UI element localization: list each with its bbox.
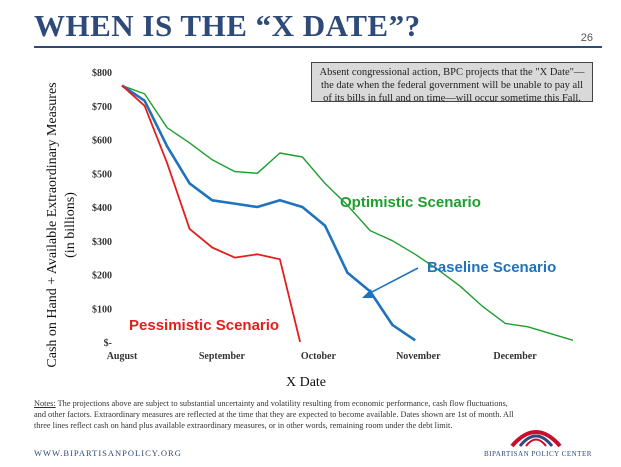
y-tick-label: $700 <box>92 102 112 113</box>
slide-title: WHEN IS THE “X DATE”? <box>34 8 421 43</box>
x-tick-label: December <box>493 351 537 362</box>
x-axis-ticks: August September October November December <box>107 351 538 362</box>
website-link[interactable]: WWW.BIPARTISANPOLICY.ORG <box>34 448 182 458</box>
y-axis-label-line2: (in billions) <box>63 192 78 258</box>
y-tick-label: $300 <box>92 237 112 248</box>
series-label-baseline: Baseline Scenario <box>427 259 556 276</box>
y-tick-label: $600 <box>92 136 112 147</box>
notes-label: Notes: <box>34 399 56 408</box>
y-tick-label: $800 <box>92 68 112 79</box>
x-tick-label: October <box>301 351 337 362</box>
title-divider <box>34 46 602 48</box>
baseline-arrow <box>362 267 419 298</box>
page-number: 26 <box>580 32 593 44</box>
series-line-pessimistic <box>121 84 301 343</box>
series-lines <box>121 84 574 343</box>
x-tick-label: September <box>199 351 246 362</box>
notes-text: The projections above are subject to sub… <box>34 399 514 430</box>
series-label-pessimistic: Pessimistic Scenario <box>129 317 279 334</box>
baseline-arrow-head <box>362 289 374 298</box>
y-tick-label: $500 <box>92 169 112 180</box>
y-tick-label: $100 <box>92 304 112 315</box>
y-tick-label: $400 <box>92 203 112 214</box>
x-tick-label: November <box>396 351 441 362</box>
x-date-callout-box: Absent congressional action, BPC project… <box>311 62 593 104</box>
y-axis-ticks: $- $100 $200 $300 $400 $500 $600 $700 $800 <box>92 68 112 349</box>
y-axis-label: Cash on Hand + Available Extraordinary M… <box>45 82 78 367</box>
x-axis-label: X Date <box>286 375 326 390</box>
baseline-arrow-line <box>367 267 419 295</box>
series-label-optimistic: Optimistic Scenario <box>340 194 481 211</box>
org-name: BIPARTISAN POLICY CENTER <box>484 450 592 458</box>
logo-arc-red-inner <box>525 438 547 447</box>
y-axis-label-line1: Cash on Hand + Available Extraordinary M… <box>45 82 60 367</box>
logo-arc-blue <box>518 434 554 447</box>
y-tick-label: $200 <box>92 271 112 282</box>
series-line-optimistic <box>121 84 574 341</box>
x-date-line-chart: Cash on Hand + Available Extraordinary M… <box>45 68 574 390</box>
logo-arc-red <box>510 430 562 448</box>
series-line-baseline <box>121 84 416 342</box>
x-tick-label: August <box>107 351 138 362</box>
y-tick-label: $- <box>104 338 112 349</box>
bpc-arc-logo-icon <box>510 430 562 448</box>
notes-block: Notes: The projections above are subject… <box>34 398 516 431</box>
